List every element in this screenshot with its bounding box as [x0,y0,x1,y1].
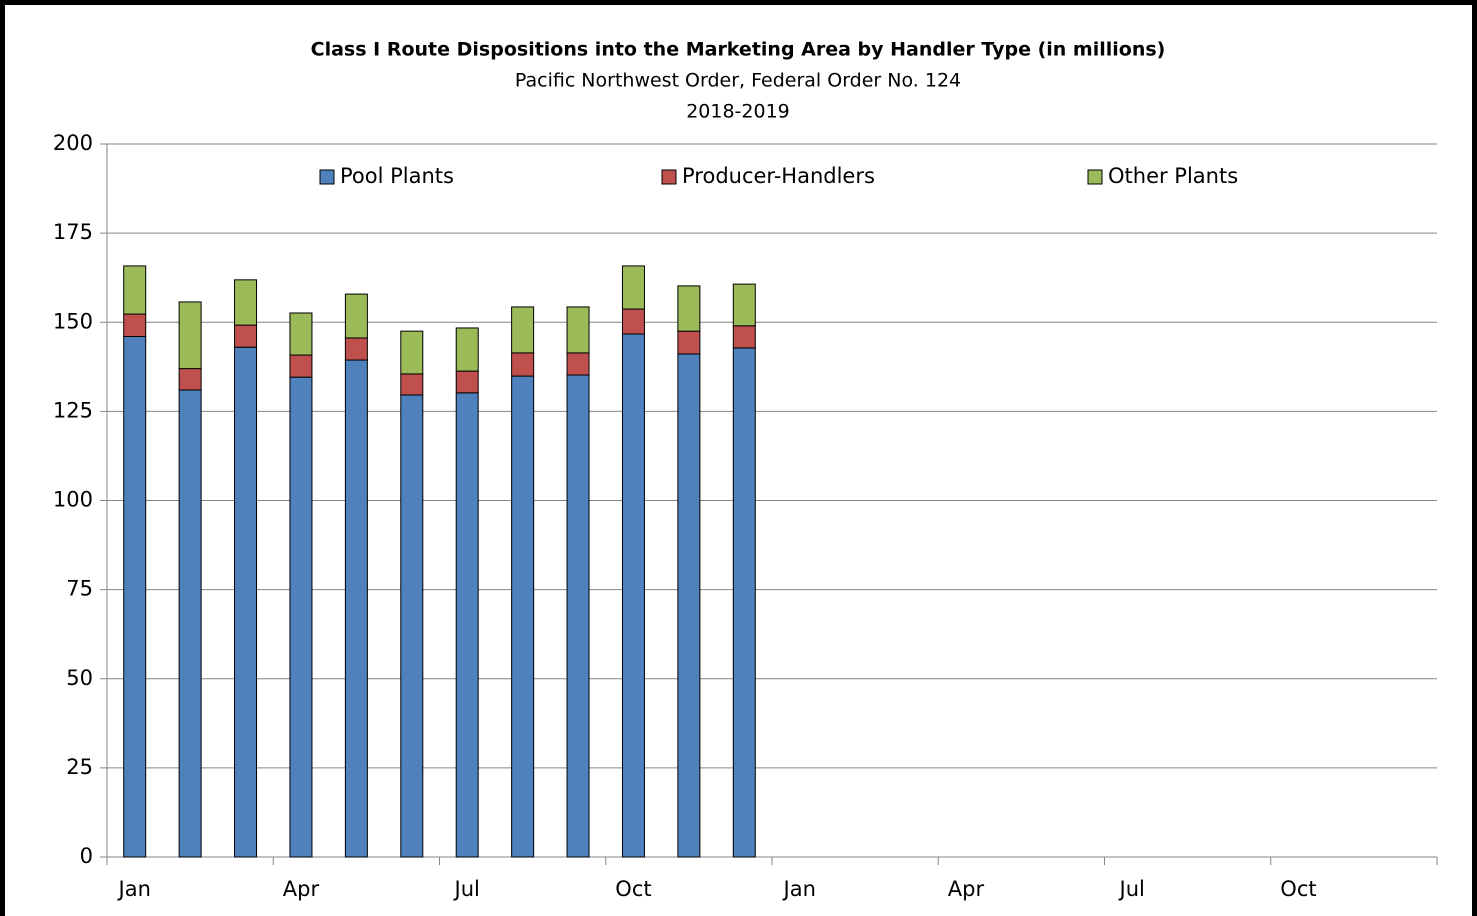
bar-segment [234,346,258,858]
bar-segment [344,293,368,339]
bar-segment [455,392,479,858]
y-tick-label: 75 [66,577,93,601]
bar-segment [289,354,313,378]
bar-segment [123,336,147,858]
bar-segment [566,374,590,858]
y-tick-label: 100 [53,488,93,512]
y-tick-label: 200 [53,131,93,155]
bar-segment [621,265,645,310]
y-tick-label: 125 [53,398,93,422]
y-tick-label: 50 [66,666,93,690]
y-tick-label: 175 [53,220,93,244]
bar-segment [178,389,202,858]
bar-segment [234,279,258,326]
bar-segment [511,306,535,354]
y-tick-label: 150 [53,309,93,333]
x-tick-label: Oct [1280,877,1316,901]
bar-segment [677,353,701,858]
bar-segment [511,375,535,858]
x-tick-label: Jan [117,877,151,901]
bar-segment [511,352,535,377]
bar-segment [677,330,701,355]
legend-label: Other Plants [1108,164,1238,188]
chart-subtitle: 2018-2019 [686,101,790,123]
bar-segment [566,306,590,354]
bar-segment [123,265,147,315]
legend-label: Pool Plants [340,164,454,188]
bar-segment [289,312,313,356]
bar-segment [234,324,258,348]
bar-segment [621,333,645,858]
chart-subtitle: Pacific Northwest Order, Federal Order N… [515,70,961,92]
x-tick-label: Jan [782,877,816,901]
y-tick-label: 0 [80,844,93,868]
bar-segment [677,285,701,332]
chart-title: Class I Route Dispositions into the Mark… [311,39,1166,61]
bar-segment [566,352,590,376]
x-tick-label: Apr [948,877,985,901]
bar-segment [178,368,202,391]
bar-segment [344,359,368,858]
bar-segment [400,394,424,858]
legend-label: Producer-Handlers [682,164,875,188]
bar-segment [732,325,756,349]
x-tick-label: Apr [283,877,320,901]
bar-segment [455,327,479,372]
bar-segment [289,376,313,858]
bar-segment [178,301,202,370]
bar-segment [123,313,147,338]
legend-swatch [661,169,677,185]
legend-swatch [1087,169,1103,185]
bar-segment [621,308,645,335]
bar-segment [400,373,424,396]
x-tick-label: Jul [1118,877,1145,901]
bar-segment [732,347,756,858]
bar-segment [455,370,479,394]
x-tick-label: Oct [615,877,651,901]
bar-segment [344,337,368,361]
bar-segment [732,283,756,327]
legend-swatch [319,169,335,185]
y-tick-label: 25 [66,755,93,779]
x-tick-label: Jul [453,877,480,901]
bar-segment [400,330,424,375]
